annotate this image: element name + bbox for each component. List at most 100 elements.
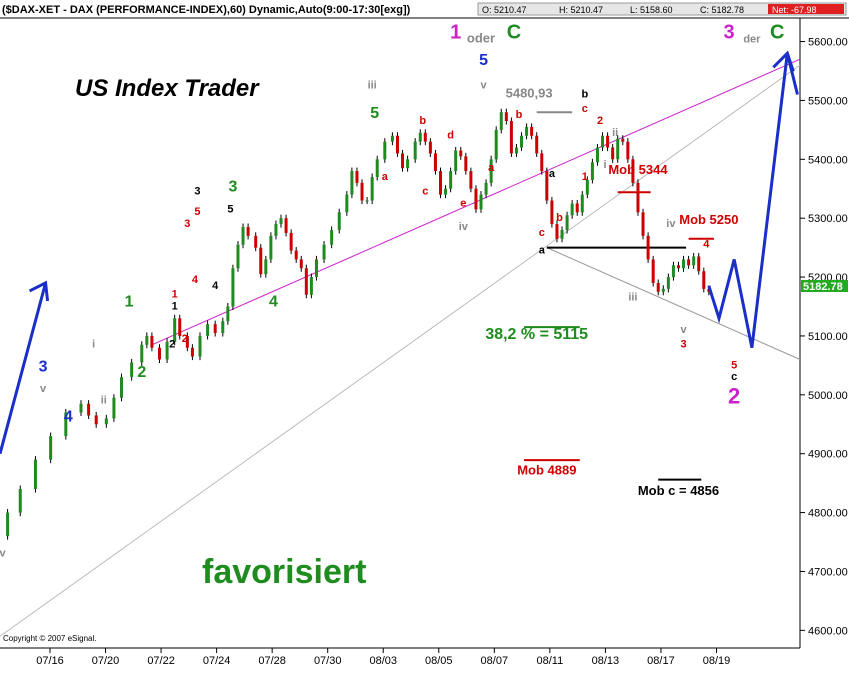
candle-body <box>198 335 202 357</box>
candle-body <box>150 335 154 348</box>
candle-body <box>661 288 665 292</box>
candle-body <box>304 268 308 295</box>
wave-label: i <box>92 339 95 351</box>
candle-body <box>173 318 177 342</box>
candle-body <box>279 218 283 225</box>
wave-label: ii <box>612 127 618 139</box>
x-tick-label: 08/03 <box>369 655 397 667</box>
wave-label: v <box>0 548 6 560</box>
candle-body <box>185 335 189 348</box>
wave-label: C <box>770 22 784 44</box>
candle-body <box>580 194 584 213</box>
wave-label: a <box>488 162 495 174</box>
candle-body <box>64 412 68 437</box>
candle-body <box>33 459 37 490</box>
x-tick-label: 07/20 <box>92 655 120 667</box>
candle-body <box>395 135 399 154</box>
wave-label: 3 <box>184 218 190 230</box>
candle-body <box>246 227 250 236</box>
candle-body <box>370 176 374 201</box>
last-price-value: 5182.78 <box>803 281 843 293</box>
candle-body <box>140 344 144 363</box>
candle-body <box>489 159 493 183</box>
wave-label: 3 <box>39 358 48 375</box>
impulse-arrow-head <box>28 280 50 302</box>
candle-body <box>611 147 615 160</box>
brand-label: US Index Trader <box>75 75 260 102</box>
candle-body <box>94 415 98 425</box>
candle-body <box>337 212 341 230</box>
candle-body <box>259 247 263 275</box>
wave-label: c <box>582 103 588 115</box>
wave-label: der <box>743 34 761 46</box>
chart-title: ($DAX-XET - DAX (PERFORMANCE-INDEX),60) … <box>2 4 411 16</box>
wave-label: 38,2 % = 5115 <box>485 326 588 343</box>
candle-body <box>444 188 448 195</box>
wave-label: c <box>539 227 545 239</box>
candle-body <box>428 141 432 154</box>
trendline <box>546 247 801 360</box>
candle-body <box>499 112 503 130</box>
wave-label: 3 <box>228 179 237 196</box>
wave-label: 4 <box>64 408 73 425</box>
wave-label: v <box>480 80 487 92</box>
wave-label: a <box>539 245 546 257</box>
x-tick-label: 08/13 <box>592 655 620 667</box>
wave-label: d <box>447 130 454 142</box>
candle-body <box>130 362 134 378</box>
candle-body <box>575 203 579 213</box>
wave-label: iv <box>666 218 676 230</box>
candle-body <box>406 159 410 169</box>
candle-body <box>264 259 268 275</box>
candle-body <box>692 256 696 266</box>
wave-label: e <box>460 197 466 209</box>
x-tick-label: 07/28 <box>258 655 286 667</box>
candle-body <box>375 159 379 177</box>
candle-body <box>309 277 313 295</box>
candle-body <box>236 244 240 269</box>
y-tick-label: 4700.00 <box>808 566 848 578</box>
close-value: C: 5182.78 <box>700 5 744 15</box>
y-tick-label: 4800.00 <box>808 508 848 520</box>
ohlc-box <box>477 2 847 16</box>
projection-path <box>0 50 799 455</box>
y-tick-label: 5100.00 <box>808 331 848 343</box>
candle-body <box>145 335 149 345</box>
wave-label: Mob 5344 <box>608 162 668 177</box>
candle-body <box>514 147 518 154</box>
wave-label: 4 <box>192 274 199 286</box>
candle-body <box>330 229 334 245</box>
candle-body <box>687 259 691 266</box>
candle-body <box>401 153 405 169</box>
candle-body <box>206 324 210 336</box>
candle-body <box>702 271 706 289</box>
x-tick-label: 08/11 <box>537 655 564 667</box>
net-change-value: Net: -67.98 <box>772 5 817 15</box>
candle-body <box>254 235 258 248</box>
candle-body <box>454 150 458 172</box>
candle-body <box>299 259 303 269</box>
y-tick-label: 5000.00 <box>808 390 848 402</box>
candle-body <box>697 256 701 272</box>
candle-body <box>433 153 437 172</box>
wave-label: iii <box>628 292 637 304</box>
candle-body <box>520 135 524 148</box>
wave-label: 5 <box>194 206 200 218</box>
candle-body <box>464 156 468 172</box>
candle-body <box>676 265 680 269</box>
candle-body <box>49 436 53 460</box>
candle-body <box>383 141 387 160</box>
candle-body <box>651 259 655 283</box>
candle-body <box>530 126 534 136</box>
y-tick-label: 5600.00 <box>808 37 848 49</box>
wave-label: 2 <box>169 339 175 351</box>
wave-label: 1 <box>172 300 178 312</box>
candle-body <box>345 194 349 213</box>
high-value: H: 5210.47 <box>559 5 603 15</box>
x-tick-label: 07/24 <box>203 655 231 667</box>
candle-body <box>190 347 194 357</box>
candle-body <box>656 282 660 292</box>
candle-body <box>241 227 245 245</box>
candle-body <box>484 182 488 195</box>
